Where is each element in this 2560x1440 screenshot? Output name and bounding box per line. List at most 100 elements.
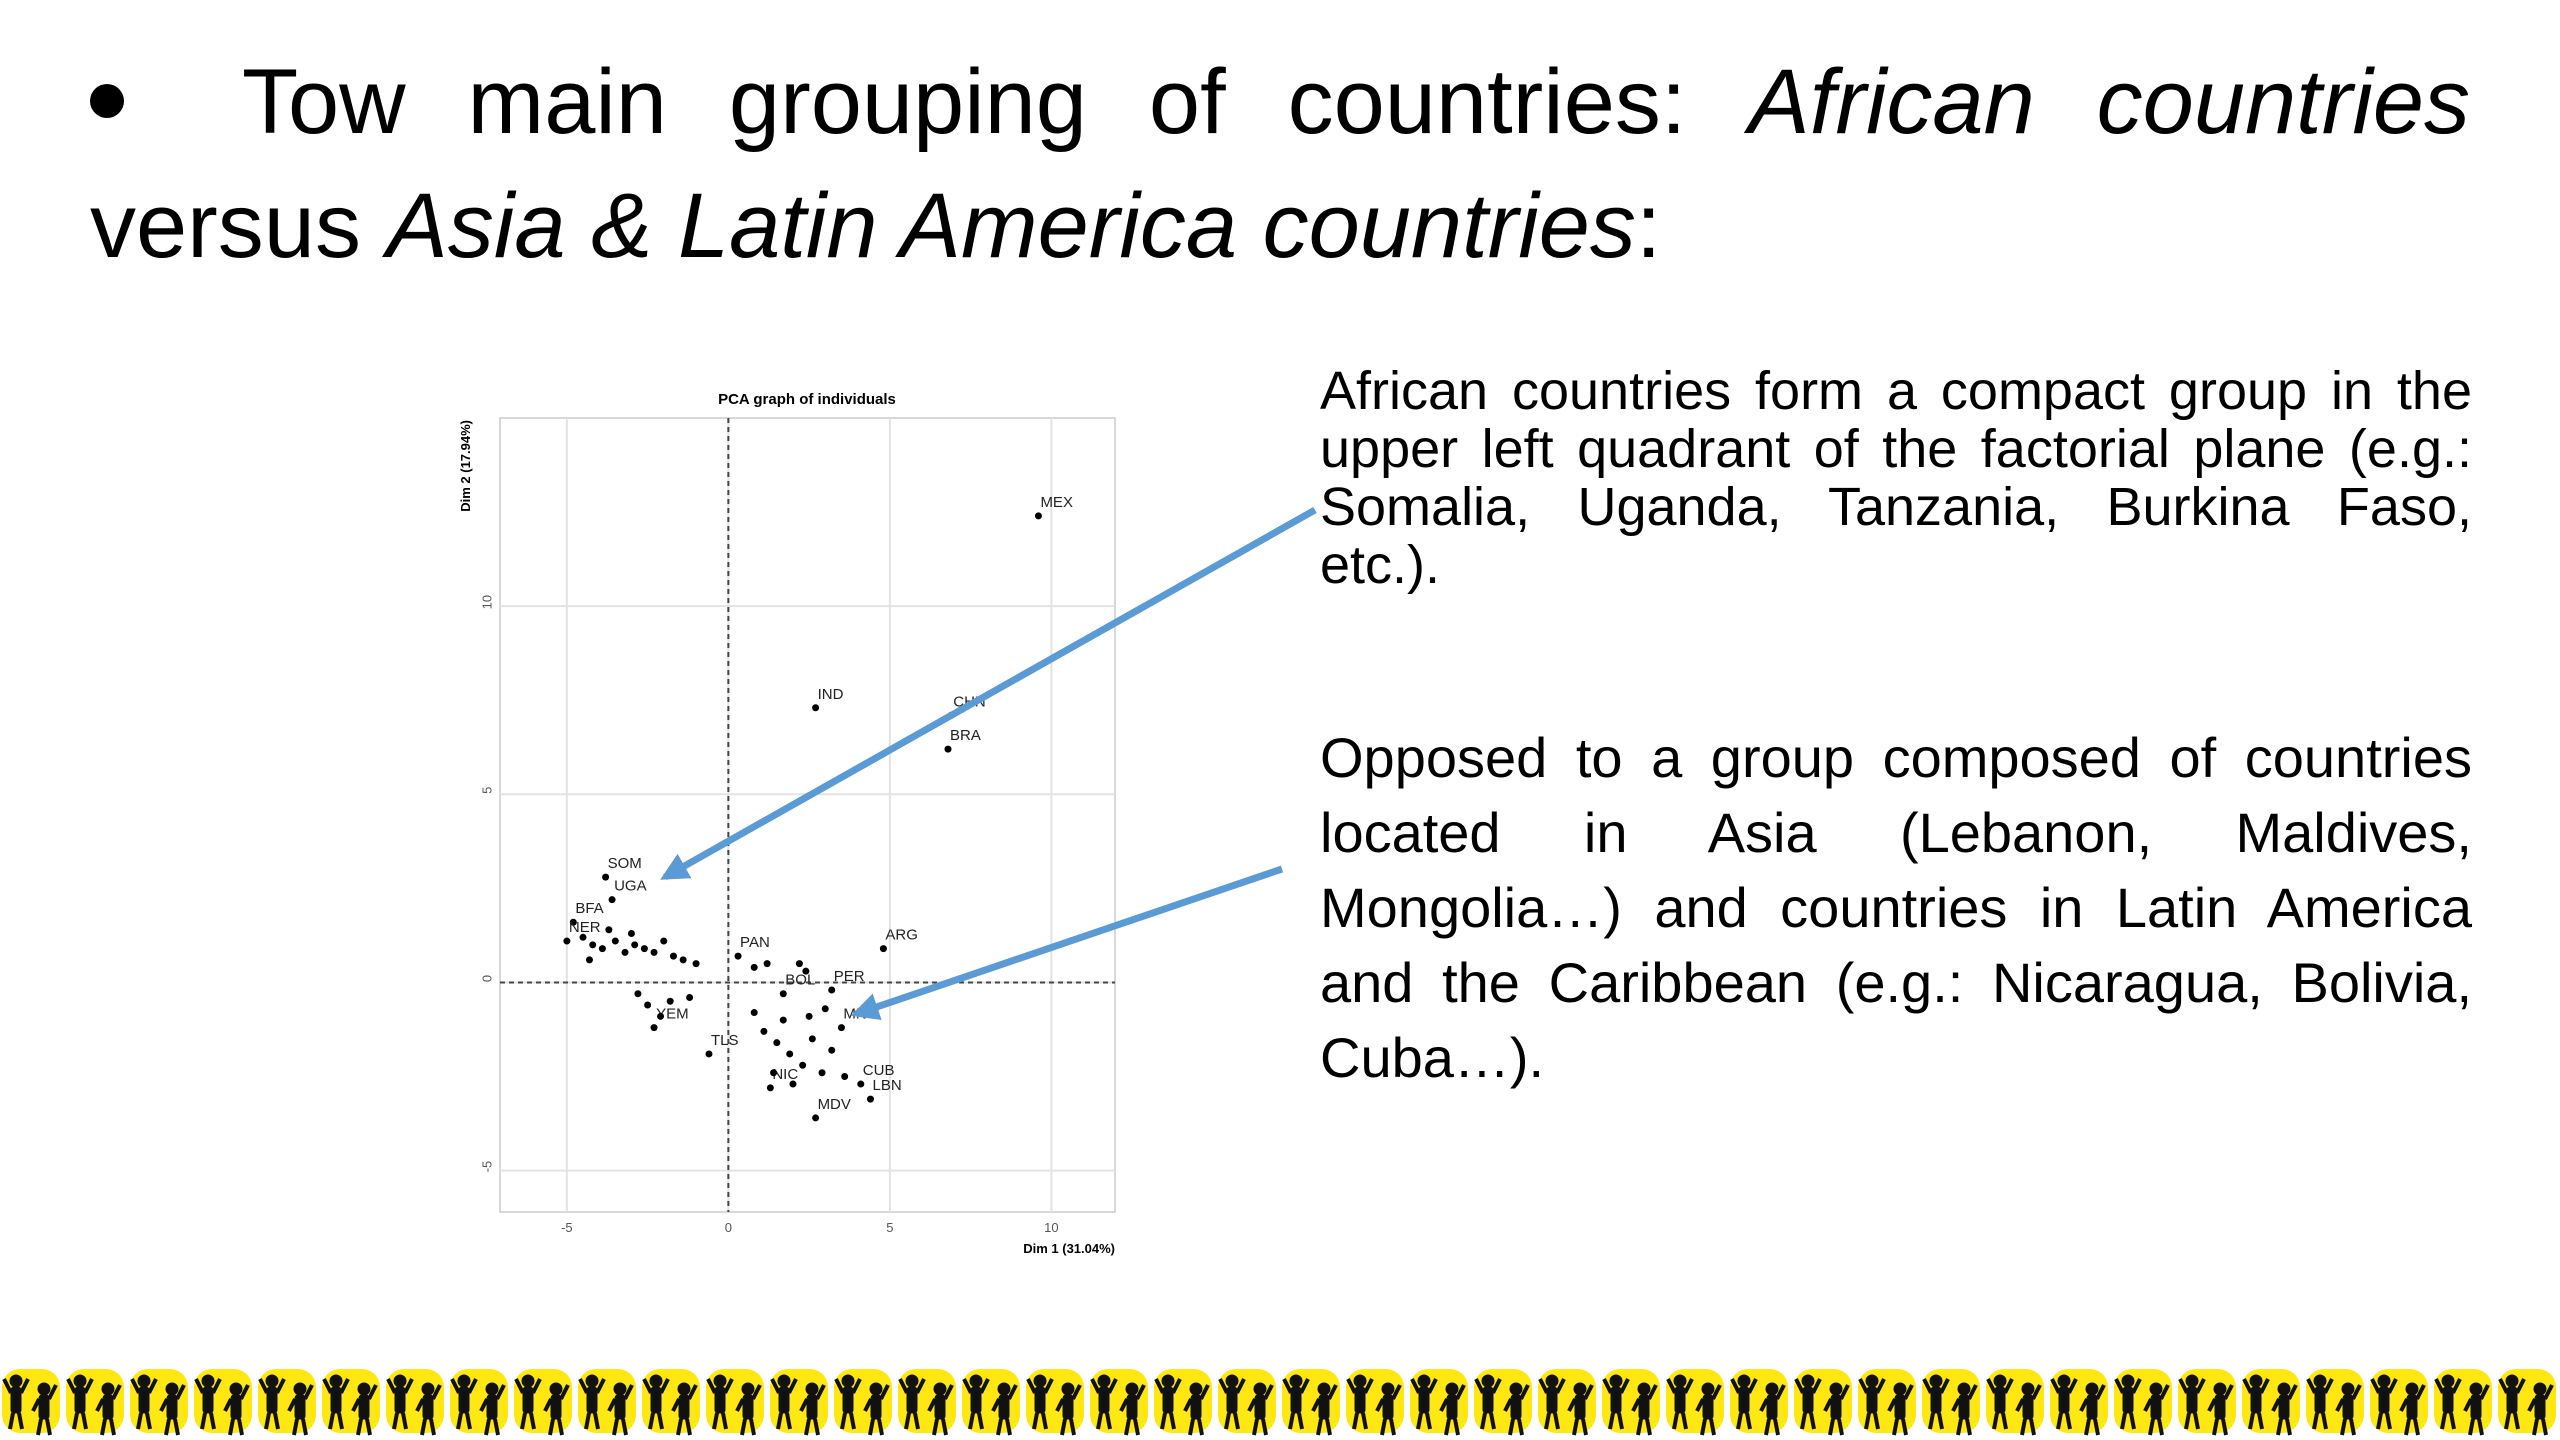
point — [786, 1050, 794, 1058]
point — [766, 1084, 774, 1092]
point — [611, 937, 619, 945]
point — [841, 1073, 849, 1081]
point — [734, 952, 742, 960]
point — [657, 1012, 665, 1020]
point — [644, 1001, 652, 1009]
point — [795, 960, 803, 968]
point — [686, 994, 694, 1002]
point-label: PAN — [740, 934, 770, 951]
point — [631, 941, 639, 949]
point — [579, 933, 587, 941]
plot-area — [499, 417, 1116, 1213]
point — [1034, 512, 1042, 520]
point — [828, 986, 836, 994]
title-segment: versus — [90, 175, 387, 277]
x-tick-label: 5 — [886, 1220, 893, 1235]
point-label: LBN — [872, 1077, 901, 1094]
point — [660, 937, 668, 945]
y-tick-label: 0 — [479, 975, 494, 982]
point — [669, 952, 677, 960]
point — [799, 1061, 807, 1069]
x-axis-title: Dim 1 (31.04%) — [1023, 1241, 1115, 1256]
point — [779, 1016, 787, 1024]
point — [605, 926, 613, 934]
point-label: BFA — [575, 900, 603, 917]
point — [602, 873, 610, 881]
point-label: MDV — [818, 1096, 851, 1113]
y-axis-title: Dim 2 (17.94%) — [458, 420, 473, 512]
point-label: ARG — [885, 927, 918, 944]
arrow — [660, 506, 1317, 881]
point-label: BRA — [950, 727, 981, 744]
point — [608, 896, 616, 904]
point — [802, 967, 810, 975]
point — [779, 990, 787, 998]
point — [627, 930, 635, 938]
point — [634, 990, 642, 998]
point-label: NER — [569, 919, 601, 936]
point — [944, 745, 952, 753]
point-label: NIC — [772, 1066, 798, 1083]
slide-title: Tow main grouping of countries: African … — [90, 40, 2470, 288]
point-label: UGA — [614, 878, 647, 895]
point — [598, 945, 606, 953]
point — [805, 1012, 813, 1020]
arrow — [850, 865, 1284, 1021]
point — [879, 945, 887, 953]
point — [857, 1080, 865, 1088]
point-label: MEX — [1040, 494, 1073, 511]
point — [812, 704, 820, 712]
pattern — [0, 1363, 2560, 1440]
point — [866, 1095, 874, 1103]
decorative-strip — [0, 1363, 2560, 1440]
x-tick-label: -5 — [561, 1220, 573, 1235]
point — [563, 937, 571, 945]
point — [692, 960, 700, 968]
paragraph: Opposed to a group composed of countries… — [1320, 726, 2472, 1089]
title-segment: Asia & Latin America countries — [386, 175, 1636, 277]
point — [666, 997, 674, 1005]
y-tick-label: -5 — [479, 1161, 494, 1173]
chart: PCA graph of individuals Dim 1 (31.04%) … — [458, 391, 1317, 1256]
point-label: SOM — [608, 855, 642, 872]
point — [773, 1039, 781, 1047]
point — [750, 1009, 758, 1017]
point — [750, 963, 758, 971]
point — [821, 1005, 829, 1013]
point — [589, 941, 597, 949]
point — [789, 1080, 797, 1088]
x-tick-label: 10 — [1044, 1220, 1058, 1235]
title-segment: African countries — [1748, 51, 2470, 153]
point-label: CUB — [863, 1062, 895, 1079]
point-label: TLS — [711, 1032, 739, 1049]
x-tick-label: 0 — [725, 1220, 732, 1235]
point — [837, 1024, 845, 1032]
point — [828, 1046, 836, 1054]
point — [760, 1027, 768, 1035]
bullet — [90, 83, 124, 118]
point — [812, 1114, 820, 1122]
point — [650, 948, 658, 956]
title-segment: Tow main grouping of countries: — [242, 51, 1749, 153]
chart-title: PCA graph of individuals — [718, 391, 896, 408]
point — [818, 1069, 826, 1077]
point-label: PER — [834, 968, 865, 985]
point — [650, 1024, 658, 1032]
point — [640, 945, 648, 953]
point — [585, 956, 593, 964]
point — [705, 1050, 713, 1058]
point — [621, 948, 629, 956]
point — [679, 956, 687, 964]
point-label: BOL — [785, 972, 815, 989]
y-tick-label: 5 — [479, 787, 494, 794]
point — [808, 1035, 816, 1043]
point — [569, 918, 577, 926]
point-label: IND — [818, 686, 844, 703]
paragraph: African countries form a compact group i… — [1320, 361, 2472, 595]
point-label: YEM — [656, 1006, 689, 1023]
point — [770, 1069, 778, 1077]
y-tick-label: 10 — [479, 595, 494, 609]
title-segment: : — [1635, 175, 1662, 277]
point — [763, 960, 771, 968]
